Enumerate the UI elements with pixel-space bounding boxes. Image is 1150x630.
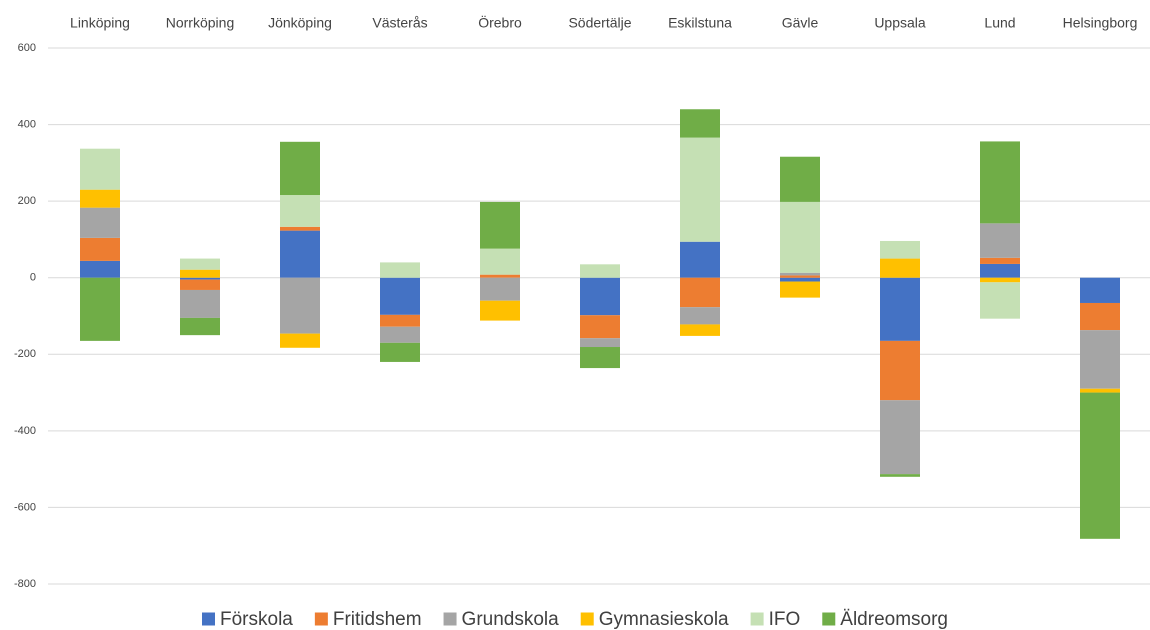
x-tick-label: Västerås	[372, 15, 427, 31]
bar-segment	[580, 264, 620, 278]
bar-segment	[780, 201, 820, 273]
bar-segment	[680, 109, 720, 138]
bar-segment	[680, 241, 720, 278]
bar-segment	[780, 156, 820, 202]
x-tick-label: Helsingborg	[1063, 15, 1138, 31]
legend-swatch	[822, 612, 836, 626]
bar-segment	[180, 279, 220, 290]
bar-segment	[180, 269, 220, 278]
legend-label: Gymnasieskola	[599, 609, 729, 630]
x-tick-label: Gävle	[782, 15, 819, 31]
bar-segment	[80, 148, 120, 190]
bar-segment	[80, 189, 120, 208]
bar-segment	[1080, 392, 1120, 539]
x-tick-label: Linköping	[70, 15, 130, 31]
bar-segment	[780, 281, 820, 298]
legend-swatch	[202, 612, 215, 626]
bar-segment	[480, 201, 520, 249]
y-tick-label: -600	[14, 501, 36, 513]
bar-segment	[180, 289, 220, 318]
bar-segment	[380, 277, 420, 315]
legend-label: Förskola	[220, 609, 293, 630]
bar-segment	[380, 326, 420, 343]
bar-segment	[880, 240, 920, 259]
bar-segment	[980, 263, 1020, 278]
legend-label: Äldreomsorg	[840, 609, 948, 630]
legend-swatch	[443, 612, 457, 626]
bar-segment	[180, 277, 220, 280]
bar-segment	[880, 474, 920, 477]
bar-segment	[480, 274, 520, 278]
bar-segment	[1080, 330, 1120, 389]
x-tick-label: Eskilstuna	[668, 15, 732, 31]
bar-segment	[280, 195, 320, 227]
bar-segment	[680, 324, 720, 336]
bar-segment	[780, 277, 820, 282]
bar-segment	[1080, 388, 1120, 393]
bar-segment	[880, 277, 920, 341]
bar-segment	[80, 277, 120, 341]
bar-segment	[380, 314, 420, 327]
y-tick-label: -200	[14, 348, 36, 360]
bar-segment	[980, 223, 1020, 258]
legend-label: IFO	[769, 609, 801, 630]
bar-segment	[1080, 302, 1120, 331]
bar-segment	[280, 230, 320, 278]
bar-segment	[280, 277, 320, 334]
bar-segment	[180, 317, 220, 336]
bar-segment	[680, 277, 720, 308]
bar-segment	[480, 248, 520, 275]
bar-segment	[280, 333, 320, 348]
x-tick-label: Uppsala	[874, 15, 926, 31]
bar-segment	[280, 141, 320, 196]
bar-segment	[980, 257, 1020, 264]
legend-swatch	[314, 612, 328, 626]
bar-segment	[880, 400, 920, 475]
bar-segment	[580, 315, 620, 339]
x-tick-label: Örebro	[478, 14, 522, 31]
bar-segment	[680, 137, 720, 242]
bar-segment	[1080, 277, 1120, 303]
bar-segment	[580, 347, 620, 369]
bar-segment	[980, 141, 1020, 224]
bar-segment	[580, 277, 620, 316]
bar-segment	[180, 258, 220, 270]
x-tick-label: Södertälje	[568, 15, 631, 31]
y-tick-label: 400	[18, 118, 36, 130]
bar-segment	[980, 277, 1020, 283]
bar-segment	[880, 258, 920, 278]
y-tick-label: 200	[18, 195, 36, 207]
legend-swatch	[580, 612, 594, 626]
bar-segment	[380, 262, 420, 278]
bar-segment	[280, 226, 320, 231]
x-tick-label: Norrköping	[166, 15, 234, 31]
bar-segment	[480, 277, 520, 301]
bar-segment	[980, 282, 1020, 319]
bar-segment	[80, 260, 120, 278]
bar-segment	[80, 237, 120, 261]
bar-segment	[80, 207, 120, 238]
y-tick-label: -400	[14, 425, 36, 437]
legend-label: Fritidshem	[333, 609, 422, 630]
bar-segment	[580, 338, 620, 348]
y-tick-label: 0	[30, 272, 36, 284]
bar-segment	[480, 300, 520, 321]
x-tick-label: Jönköping	[268, 15, 332, 31]
legend-label: Grundskola	[462, 609, 560, 630]
bar-segment	[880, 340, 920, 401]
legend-swatch	[750, 612, 764, 626]
y-tick-label: -800	[14, 578, 36, 590]
x-tick-label: Lund	[984, 15, 1015, 31]
y-tick-label: 600	[18, 42, 36, 54]
bar-segment	[680, 307, 720, 325]
bar-segment	[780, 275, 820, 278]
bar-segment	[380, 342, 420, 362]
bar-segment	[780, 272, 820, 276]
